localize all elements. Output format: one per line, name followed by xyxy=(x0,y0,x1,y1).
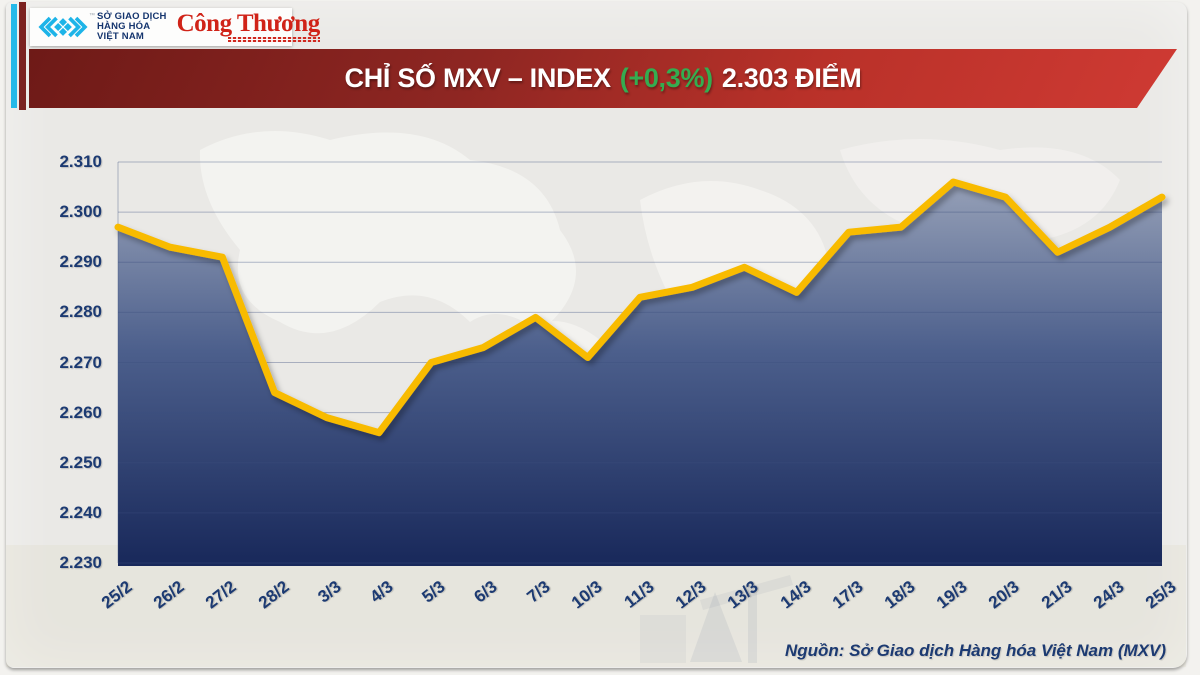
mxv-name-line1: SỞ GIAO DỊCH xyxy=(97,11,167,22)
mxv-exchange-name: SỞ GIAO DỊCH HÀNG HÓA VIỆT NAM xyxy=(97,12,167,42)
logo-card: ™ SỞ GIAO DỊCH HÀNG HÓA VIỆT NAM Công Th… xyxy=(30,8,320,46)
mxv-name-line3: VIỆT NAM xyxy=(97,31,144,42)
cong-thuong-tagline-decoration xyxy=(227,36,320,43)
cong-thuong-wordmark: Công Thương xyxy=(176,9,321,37)
accent-bar-maroon xyxy=(19,2,26,110)
trademark-symbol: ™ xyxy=(89,13,95,19)
page-title: CHỈ SỐ MXV – INDEX (+0,3%) 2.303 ĐIỂM xyxy=(345,63,862,94)
chart-gridlines xyxy=(117,161,1162,564)
mxv-logo-icon xyxy=(38,16,88,38)
title-banner: CHỈ SỐ MXV – INDEX (+0,3%) 2.303 ĐIỂM xyxy=(29,49,1177,108)
title-index-name: CHỈ SỐ MXV – INDEX xyxy=(344,63,611,93)
source-note: Nguồn: Sở Giao dịch Hàng hóa Việt Nam (M… xyxy=(784,641,1166,660)
title-index-value: 2.303 ĐIỂM xyxy=(721,63,862,93)
title-change-percent: (+0,3%) xyxy=(619,63,713,93)
mxv-name-line2: HÀNG HÓA xyxy=(97,21,151,32)
chart-area-fill xyxy=(118,182,1162,567)
accent-bar-cyan xyxy=(11,4,17,108)
chart-line-series xyxy=(114,178,1166,437)
cong-thuong-logo: Công Thương xyxy=(176,9,321,43)
